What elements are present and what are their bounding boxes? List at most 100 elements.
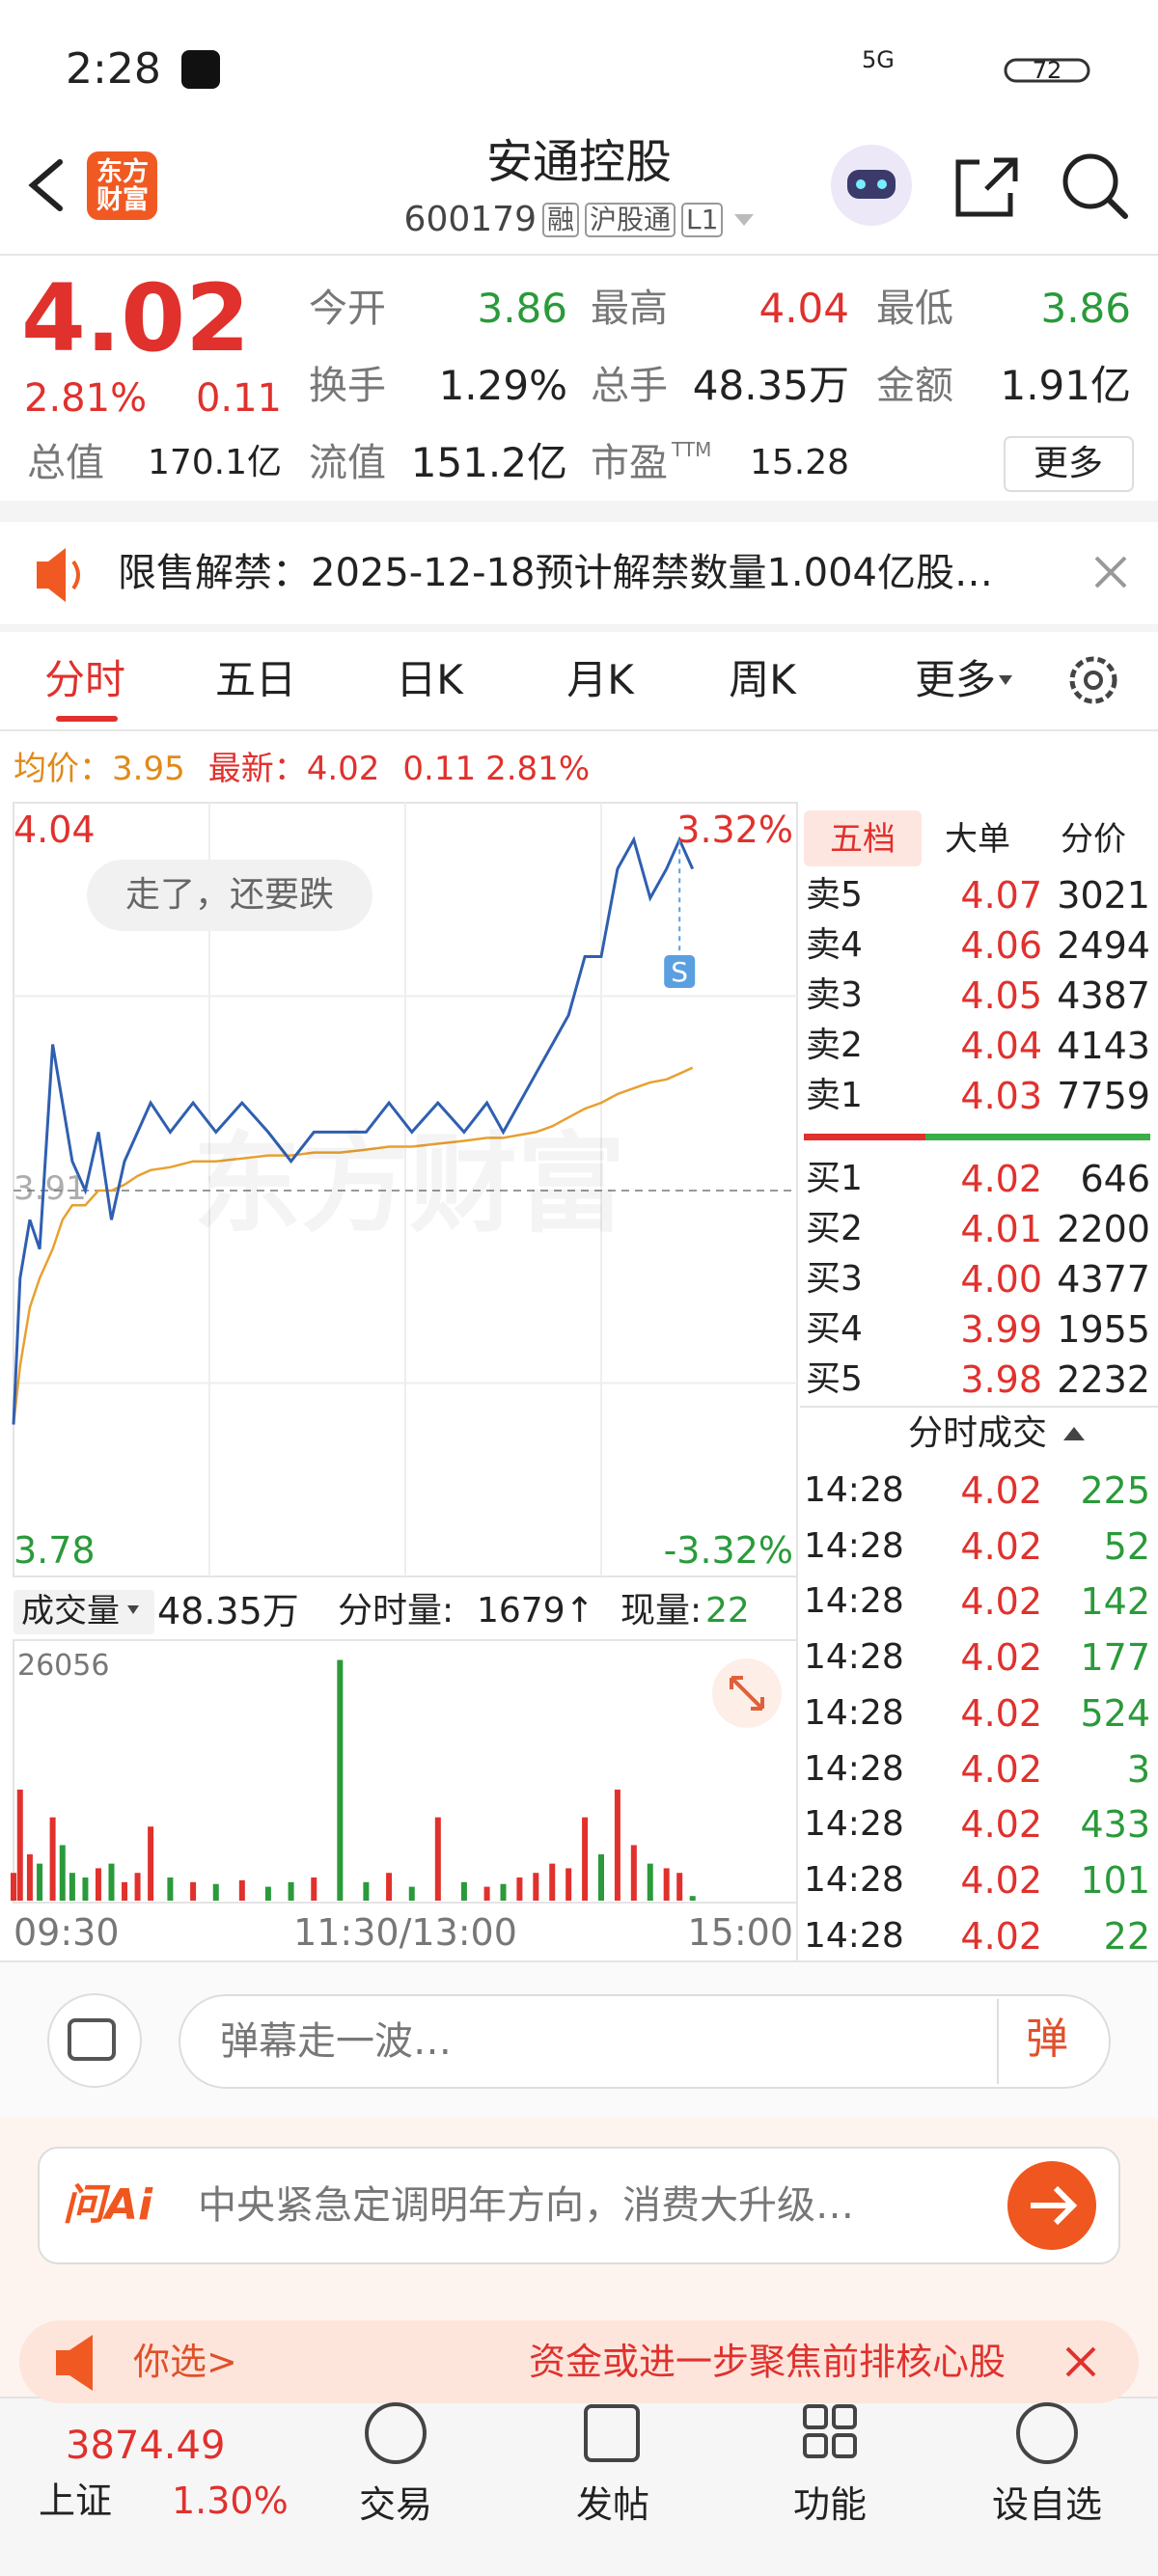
volume-bar <box>386 1873 393 1901</box>
comment-input[interactable] <box>179 1994 1111 2089</box>
settings-hub <box>1084 671 1103 690</box>
nav-item: 发帖 <box>575 2483 649 2526</box>
search-icon[interactable] <box>1062 153 1118 209</box>
book-volume: 4143 <box>1057 1025 1150 1067</box>
close-icon[interactable] <box>1065 2346 1096 2377</box>
volume-bar <box>264 1886 271 1901</box>
volume-bar <box>16 1789 23 1901</box>
trade-time: 14:28 <box>804 1748 904 1789</box>
trade-volume: 101 <box>1080 1858 1150 1902</box>
banner[interactable] <box>19 2320 1139 2403</box>
robot-eye <box>856 179 866 189</box>
status-time: 2:28 <box>66 44 161 94</box>
book-price: 4.02 <box>960 1158 1042 1200</box>
trade-volume: 52 <box>1103 1524 1150 1568</box>
volume-bar <box>122 1881 128 1901</box>
trade-price: 4.02 <box>960 1691 1042 1735</box>
volume-bar <box>647 1863 653 1901</box>
trade-price: 4.02 <box>960 1803 1042 1847</box>
volume-bar <box>49 1817 56 1901</box>
marker-label: S <box>671 956 689 988</box>
ask-bid-bar-green <box>925 1134 1150 1140</box>
tab-underline <box>56 716 118 722</box>
volume-bar <box>11 1873 16 1901</box>
stat-label: 今开 <box>309 287 386 331</box>
app-icon <box>181 50 220 89</box>
volume-total: 48.35万 <box>157 1590 299 1632</box>
watermark: 东方财富 <box>193 1131 625 1239</box>
trade-volume: 22 <box>1103 1914 1150 1958</box>
stat-label: 最低 <box>876 287 953 331</box>
battery-level: 72 <box>1032 57 1062 84</box>
volume-bar <box>363 1881 370 1901</box>
stat-label: 总值 <box>27 441 104 485</box>
trade-price: 4.02 <box>960 1524 1042 1568</box>
back-icon[interactable] <box>28 159 63 211</box>
stat-value: 151.2亿 <box>410 439 567 486</box>
volume-bar <box>460 1881 467 1901</box>
book-volume: 646 <box>1080 1158 1150 1200</box>
share-icon[interactable] <box>955 157 1018 217</box>
book-price: 4.04 <box>960 1025 1042 1067</box>
volume-selector[interactable] <box>14 1590 154 1634</box>
trade-time: 14:28 <box>804 1692 904 1733</box>
price-line <box>12 836 695 1425</box>
func-icon <box>803 2433 828 2458</box>
bottom-price: 3.78 <box>14 1529 96 1572</box>
stat-value: 4.04 <box>758 285 849 332</box>
logo-bg <box>87 151 157 220</box>
book-volume: 2232 <box>1057 1358 1150 1401</box>
close-icon[interactable] <box>1094 556 1127 589</box>
func-icon <box>803 2404 828 2429</box>
trade-time: 14:28 <box>804 1859 904 1900</box>
summary-last_label: 最新： <box>207 750 307 788</box>
index-value: 3874.49 <box>66 2424 226 2468</box>
book-price: 3.99 <box>960 1308 1042 1351</box>
trade-price: 4.02 <box>960 1636 1042 1680</box>
book-label: 买5 <box>806 1359 863 1399</box>
volume-bar <box>434 1817 441 1901</box>
search-handle <box>1106 197 1128 219</box>
book-label: 买2 <box>806 1209 863 1248</box>
book-price: 4.06 <box>960 924 1042 967</box>
volume-bar <box>288 1881 294 1901</box>
stat-label: 流值 <box>309 441 386 485</box>
volume-bar <box>663 1868 670 1901</box>
volume-bar <box>69 1873 75 1901</box>
minute-vol: 1679↑ <box>477 1591 594 1631</box>
battery <box>1004 58 1090 83</box>
danmaku-toggle[interactable] <box>47 1993 142 2088</box>
trade-price: 4.02 <box>960 1914 1042 1958</box>
volume-max: 26056 <box>17 1649 110 1683</box>
volume-label: 成交量 <box>21 1592 120 1631</box>
marker-box <box>664 955 696 988</box>
avg-line <box>12 1066 694 1425</box>
stat-value: 15.28 <box>749 443 849 482</box>
book-price: 4.03 <box>960 1075 1042 1117</box>
book-price: 4.00 <box>960 1258 1042 1301</box>
volume-bar <box>500 1883 507 1901</box>
trade-price: 4.02 <box>960 1747 1042 1791</box>
volume-bar <box>59 1845 66 1901</box>
tab: 日K <box>396 656 463 703</box>
volume-bar <box>212 1883 219 1901</box>
stat-value: 48.35万 <box>692 362 849 409</box>
stock-name: 安通控股 <box>485 135 672 189</box>
book-label: 卖3 <box>806 975 863 1015</box>
stat-label: 总手 <box>591 364 668 408</box>
stat-value: 3.86 <box>1040 285 1131 332</box>
more-button[interactable] <box>1004 436 1134 492</box>
trade-time: 14:28 <box>804 1581 904 1622</box>
summary-avg_label: 均价： <box>14 750 112 788</box>
volume-bar <box>167 1877 174 1901</box>
book-label: 卖1 <box>806 1076 863 1115</box>
volume-bar <box>26 1854 33 1901</box>
ai-box[interactable] <box>38 2147 1120 2264</box>
more-button-label: 更多 <box>1033 444 1103 483</box>
arrow-icon <box>1031 2185 1078 2226</box>
book-volume: 1955 <box>1057 1308 1150 1351</box>
trades-title: 分时成交 <box>907 1413 1047 1453</box>
book-label: 买3 <box>806 1259 863 1299</box>
tab: 更多 <box>914 656 996 703</box>
settings-icon[interactable] <box>1069 656 1117 704</box>
